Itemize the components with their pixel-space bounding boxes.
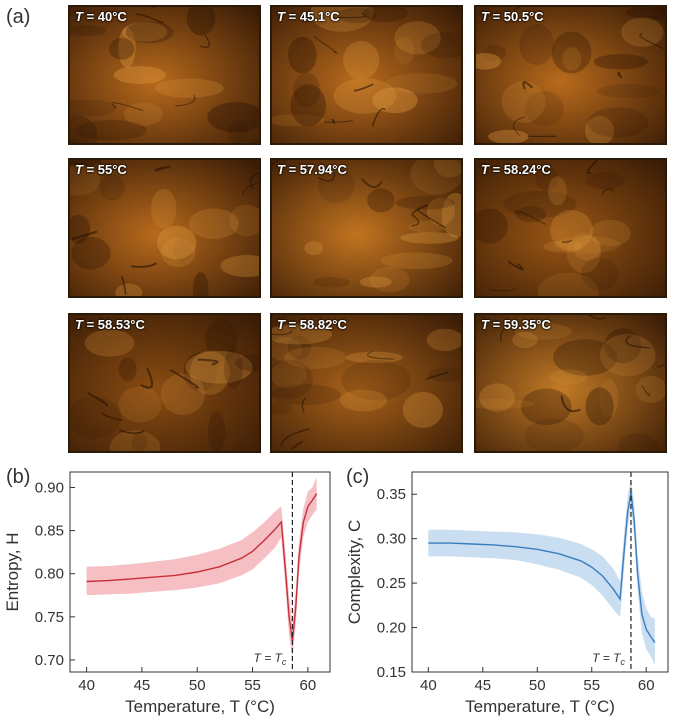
temperature-label: T = 58.82°C [277, 317, 347, 332]
y-tick-label: 0.35 [377, 486, 406, 503]
panel-label-c: (c) [346, 466, 370, 488]
micrograph-texture [476, 160, 665, 296]
micrograph-tile: T = 45.1°C [270, 5, 463, 145]
micrograph-tile: T = 58.53°C [68, 313, 261, 453]
panel-label-a: (a) [6, 6, 31, 28]
micrograph-texture [70, 160, 259, 296]
temperature-value: = 45.1°C [284, 9, 340, 24]
temperature-label: T = 50.5°C [481, 9, 544, 24]
critical-temperature-label: T = Tc [592, 651, 625, 667]
temperature-value: = 55°C [82, 162, 127, 177]
x-tick-label: 55 [583, 677, 600, 694]
temperature-symbol: T [75, 317, 83, 332]
y-tick-label: 0.85 [35, 523, 64, 540]
y-tick-label: 0.25 [377, 575, 406, 592]
y-tick-label: 0.80 [35, 566, 64, 583]
temperature-label: T = 55°C [75, 162, 127, 177]
micrograph-tile: T = 58.24°C [474, 158, 667, 298]
micrograph-texture [272, 315, 461, 451]
temperature-symbol: T [75, 9, 83, 24]
micrograph-texture [476, 7, 665, 143]
temperature-symbol: T [277, 162, 285, 177]
plot-frame [69, 471, 331, 673]
x-tick-label: 55 [244, 677, 261, 694]
temperature-label: T = 58.53°C [75, 317, 145, 332]
temperature-symbol: T [277, 9, 285, 24]
y-tick-label: 0.15 [377, 664, 406, 681]
x-axis-label: Temperature, T (°C) [125, 697, 275, 716]
x-tick-label: 40 [420, 677, 437, 694]
micrograph-tile: T = 59.35°C [474, 313, 667, 453]
y-tick-label: 0.30 [377, 531, 406, 548]
error-band [86, 477, 317, 658]
plot-frame [411, 471, 669, 673]
x-tick-label: 60 [638, 677, 655, 694]
temperature-symbol: T [481, 9, 489, 24]
micrograph-tile: T = 58.82°C [270, 313, 463, 453]
x-tick-label: 50 [189, 677, 206, 694]
micrograph-tile: T = 55°C [68, 158, 261, 298]
x-tick-label: 45 [134, 677, 151, 694]
temperature-value: = 59.35°C [488, 317, 551, 332]
temperature-symbol: T [75, 162, 83, 177]
micrograph-texture [70, 315, 259, 451]
x-tick-label: 45 [474, 677, 491, 694]
y-tick-label: 0.90 [35, 480, 64, 497]
micrograph-texture [272, 160, 461, 296]
temperature-label: T = 57.94°C [277, 162, 347, 177]
x-tick-label: 40 [78, 677, 95, 694]
y-tick-label: 0.70 [35, 652, 64, 669]
micrograph-texture [70, 7, 259, 143]
critical-temperature-label: T = Tc [254, 651, 287, 667]
temperature-value: = 40°C [82, 9, 127, 24]
x-axis-label: Temperature, T (°C) [465, 697, 615, 716]
micrograph-texture [476, 315, 665, 451]
series-line [428, 492, 656, 644]
temperature-symbol: T [481, 317, 489, 332]
x-tick-label: 60 [300, 677, 317, 694]
temperature-label: T = 59.35°C [481, 317, 551, 332]
micrograph-tile: T = 40°C [68, 5, 261, 145]
temperature-label: T = 40°C [75, 9, 127, 24]
temperature-value: = 58.53°C [82, 317, 145, 332]
temperature-label: T = 58.24°C [481, 162, 551, 177]
micrograph-tile: T = 57.94°C [270, 158, 463, 298]
micrograph-tile: T = 50.5°C [474, 5, 667, 145]
y-tick-label: 0.20 [377, 620, 406, 637]
temperature-value: = 58.82°C [284, 317, 347, 332]
entropy-chart: T = Tc 40 45 50 55 60 0.70 0.75 0.80 0.85 0.90 Temp… [3, 471, 331, 716]
error-band [428, 478, 655, 665]
temperature-symbol: T [277, 317, 285, 332]
temperature-label: T = 45.1°C [277, 9, 340, 24]
y-axis-label: Entropy, H [3, 532, 22, 611]
temperature-symbol: T [481, 162, 489, 177]
temperature-value: = 50.5°C [488, 9, 544, 24]
complexity-chart: T = Tc 40 45 50 55 60 0.15 0.20 0.25 0.30 0.35 Temp… [345, 471, 669, 716]
micrograph-texture [272, 7, 461, 143]
panel-label-b: (b) [6, 466, 31, 488]
y-axis-label: Complexity, C [345, 520, 364, 625]
y-tick-label: 0.75 [35, 609, 64, 626]
temperature-value: = 58.24°C [488, 162, 551, 177]
temperature-value: = 57.94°C [284, 162, 347, 177]
x-tick-label: 50 [529, 677, 546, 694]
